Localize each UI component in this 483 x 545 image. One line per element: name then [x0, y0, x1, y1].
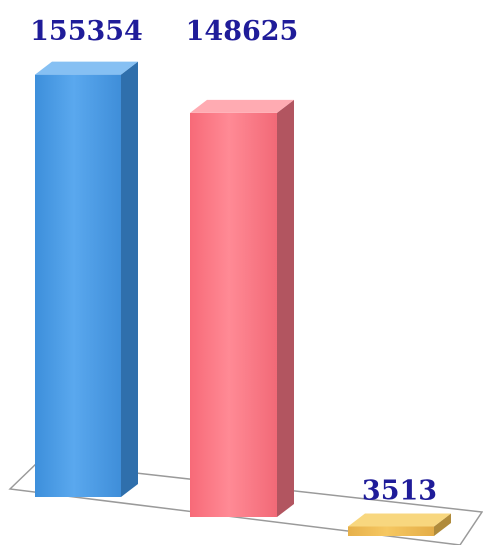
chart-floor-outline — [8, 461, 483, 545]
bar-2 — [348, 513, 451, 536]
data-label-group: 155354 148625 3513 — [30, 16, 437, 506]
data-label-2: 3513 — [362, 475, 437, 506]
bar-1-top — [190, 99, 294, 113]
bar-0-front — [35, 74, 121, 497]
bar-1 — [190, 99, 294, 517]
data-label-0: 155354 — [30, 16, 143, 47]
bar-2-top — [348, 513, 451, 527]
data-label-1: 148625 — [186, 16, 299, 47]
bar-1-front — [190, 112, 277, 517]
chart-floor — [8, 461, 483, 545]
bar-series — [35, 61, 451, 536]
bar-2-side — [434, 513, 451, 536]
bar-0-top — [35, 61, 138, 75]
bar-1-side — [277, 99, 294, 517]
bar-0-side — [121, 61, 138, 497]
bar-0 — [35, 61, 138, 497]
bar-2-front — [348, 526, 434, 536]
